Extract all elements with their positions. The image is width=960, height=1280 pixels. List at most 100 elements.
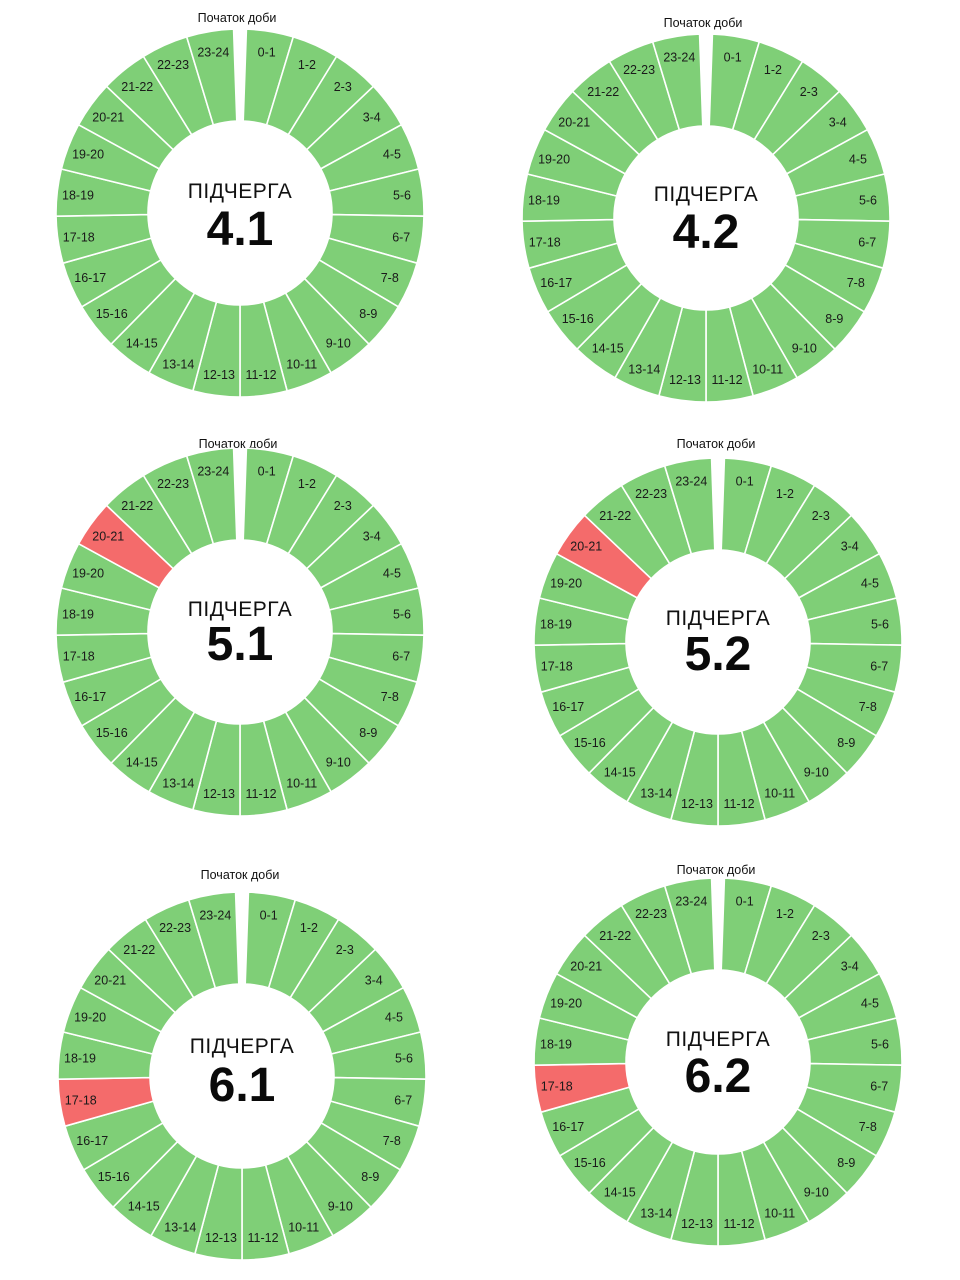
hour-label-1-2: 1-2 bbox=[764, 63, 782, 77]
hour-label-14-15: 14-15 bbox=[592, 342, 624, 356]
hour-label-16-17: 16-17 bbox=[76, 1134, 108, 1148]
hour-label-6-7: 6-7 bbox=[858, 235, 876, 249]
hour-label-10-11: 10-11 bbox=[764, 1206, 795, 1220]
hour-segment-23-24 bbox=[185, 447, 238, 545]
hour-label-16-17: 16-17 bbox=[540, 276, 572, 290]
hour-label-7-8: 7-8 bbox=[383, 1134, 401, 1148]
hour-label-9-10: 9-10 bbox=[804, 766, 829, 780]
hour-label-5-6: 5-6 bbox=[393, 188, 411, 202]
hour-label-4-5: 4-5 bbox=[861, 996, 879, 1010]
hour-label-10-11: 10-11 bbox=[288, 1220, 319, 1234]
hour-label-4-5: 4-5 bbox=[383, 566, 401, 580]
hour-label-11-12: 11-12 bbox=[712, 373, 743, 387]
hour-label-15-16: 15-16 bbox=[98, 1170, 130, 1184]
dial-segments: 0-1 1-2 2-3 3-4 4-5 5-6 6-7 7-8 8-9 9-10 10-11 11-1… bbox=[55, 447, 425, 817]
hour-label-10-11: 10-11 bbox=[752, 362, 783, 376]
hour-label-19-20: 19-20 bbox=[550, 996, 582, 1010]
hour-label-12-13: 12-13 bbox=[203, 787, 235, 801]
hour-label-16-17: 16-17 bbox=[552, 700, 584, 714]
hour-label-12-13: 12-13 bbox=[681, 797, 713, 811]
hour-label-19-20: 19-20 bbox=[72, 566, 104, 580]
hour-label-18-19: 18-19 bbox=[540, 617, 572, 631]
hour-label-4-5: 4-5 bbox=[849, 152, 867, 166]
hour-label-6-7: 6-7 bbox=[394, 1093, 412, 1107]
queue-word: ПІДЧЕРГА bbox=[190, 1035, 294, 1058]
hour-label-13-14: 13-14 bbox=[162, 776, 194, 790]
hour-label-22-23: 22-23 bbox=[159, 921, 191, 935]
queue-word: ПІДЧЕРГА bbox=[188, 180, 292, 203]
hour-label-14-15: 14-15 bbox=[126, 337, 158, 351]
hour-label-3-4: 3-4 bbox=[365, 974, 383, 988]
hour-label-7-8: 7-8 bbox=[847, 276, 865, 290]
hour-label-8-9: 8-9 bbox=[837, 736, 855, 750]
dial-segments: 0-1 1-2 2-3 3-4 4-5 5-6 6-7 7-8 8-9 9-10 10-11 11-1… bbox=[521, 33, 891, 403]
hour-label-5-6: 5-6 bbox=[871, 617, 889, 631]
hour-label-21-22: 21-22 bbox=[121, 499, 153, 513]
hour-label-3-4: 3-4 bbox=[363, 111, 381, 125]
hour-label-14-15: 14-15 bbox=[128, 1200, 160, 1214]
hour-label-1-2: 1-2 bbox=[776, 907, 794, 921]
hour-label-22-23: 22-23 bbox=[623, 63, 655, 77]
hour-segment-23-24 bbox=[663, 457, 716, 555]
hour-label-0-1: 0-1 bbox=[258, 46, 276, 60]
hour-label-6-7: 6-7 bbox=[870, 1079, 888, 1093]
schedule-dial-6-1: Початок доби 0-1 1-2 2-3 3-4 4-5 5-6 6-7 7-8 8-9… bbox=[46, 855, 446, 1265]
hour-label-21-22: 21-22 bbox=[599, 509, 631, 523]
hour-label-12-13: 12-13 bbox=[203, 368, 235, 382]
hour-label-10-11: 10-11 bbox=[286, 776, 317, 790]
hour-label-14-15: 14-15 bbox=[604, 1186, 636, 1200]
hour-label-5-6: 5-6 bbox=[395, 1051, 413, 1065]
queue-word: ПІДЧЕРГА bbox=[666, 607, 770, 630]
hour-label-21-22: 21-22 bbox=[121, 80, 153, 94]
hour-label-18-19: 18-19 bbox=[540, 1037, 572, 1051]
hour-label-2-3: 2-3 bbox=[334, 80, 352, 94]
hour-label-8-9: 8-9 bbox=[361, 1170, 379, 1184]
day-start-label: Початок доби bbox=[677, 437, 756, 451]
hour-label-18-19: 18-19 bbox=[64, 1051, 96, 1065]
hour-label-8-9: 8-9 bbox=[825, 312, 843, 326]
dial-segments: 0-1 1-2 2-3 3-4 4-5 5-6 6-7 7-8 8-9 9-10 10-11 11-1… bbox=[533, 457, 903, 827]
dial-segments: 0-1 1-2 2-3 3-4 4-5 5-6 6-7 7-8 8-9 9-10 10-11 11-1… bbox=[533, 877, 903, 1247]
hour-label-9-10: 9-10 bbox=[326, 337, 351, 351]
hour-label-13-14: 13-14 bbox=[628, 362, 660, 376]
hour-label-2-3: 2-3 bbox=[336, 943, 354, 957]
day-start-label: Початок доби bbox=[201, 868, 280, 882]
queue-word: ПІДЧЕРГА bbox=[654, 183, 758, 206]
hour-label-13-14: 13-14 bbox=[640, 1206, 672, 1220]
dial-svg: Початок доби 0-1 1-2 2-3 3-4 4-5 5-6 6-7 7-8 8-9… bbox=[55, 437, 425, 817]
hour-label-5-6: 5-6 bbox=[871, 1037, 889, 1051]
queue-word: ПІДЧЕРГА bbox=[666, 1028, 770, 1051]
hour-label-21-22: 21-22 bbox=[587, 85, 619, 99]
hour-label-1-2: 1-2 bbox=[300, 921, 318, 935]
hour-label-19-20: 19-20 bbox=[72, 147, 104, 161]
schedule-dial-4-2: Початок доби 0-1 1-2 2-3 3-4 4-5 5-6 6-7 7-8 8-9… bbox=[506, 0, 906, 410]
queue-number: 6.1 bbox=[209, 1059, 276, 1112]
queue-number: 5.2 bbox=[685, 628, 752, 681]
hour-label-6-7: 6-7 bbox=[870, 659, 888, 673]
hour-label-15-16: 15-16 bbox=[96, 307, 128, 321]
hour-label-11-12: 11-12 bbox=[246, 368, 277, 382]
hour-label-5-6: 5-6 bbox=[859, 193, 877, 207]
schedule-dial-5-1: Початок доби 0-1 1-2 2-3 3-4 4-5 5-6 6-7 7-8 8-9… bbox=[44, 425, 444, 825]
hour-label-18-19: 18-19 bbox=[528, 193, 560, 207]
schedule-dial-6-2: Початок доби 0-1 1-2 2-3 3-4 4-5 5-6 6-7 7-8 8-9… bbox=[518, 850, 918, 1260]
hour-label-16-17: 16-17 bbox=[74, 690, 106, 704]
queue-word: ПІДЧЕРГА bbox=[188, 598, 292, 621]
queue-number: 6.2 bbox=[685, 1050, 752, 1103]
queue-number: 4.1 bbox=[207, 203, 274, 256]
hour-label-10-11: 10-11 bbox=[764, 786, 795, 800]
hour-label-17-18: 17-18 bbox=[65, 1093, 97, 1107]
hour-label-9-10: 9-10 bbox=[804, 1186, 829, 1200]
hour-label-14-15: 14-15 bbox=[604, 766, 636, 780]
hour-label-20-21: 20-21 bbox=[94, 974, 126, 988]
hour-label-0-1: 0-1 bbox=[724, 51, 742, 65]
hour-label-20-21: 20-21 bbox=[92, 530, 124, 544]
hour-label-3-4: 3-4 bbox=[363, 530, 381, 544]
hour-label-12-13: 12-13 bbox=[669, 373, 701, 387]
hour-label-15-16: 15-16 bbox=[574, 736, 606, 750]
hour-label-0-1: 0-1 bbox=[260, 909, 278, 923]
hour-label-7-8: 7-8 bbox=[859, 700, 877, 714]
hour-label-17-18: 17-18 bbox=[63, 230, 95, 244]
hour-label-11-12: 11-12 bbox=[724, 797, 755, 811]
hour-label-21-22: 21-22 bbox=[123, 943, 155, 957]
